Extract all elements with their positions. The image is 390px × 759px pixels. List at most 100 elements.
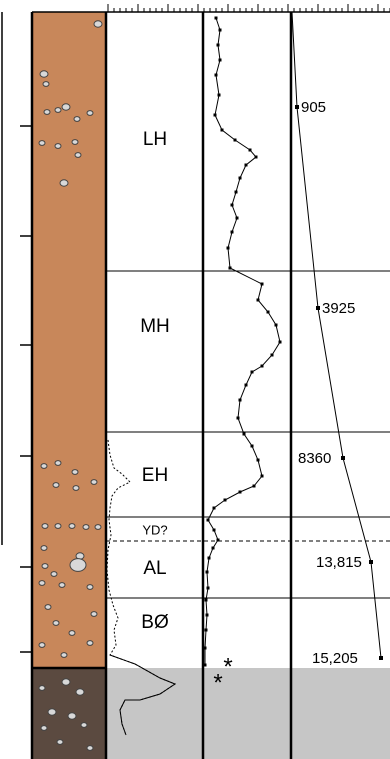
clast	[70, 559, 86, 572]
proxy-point	[239, 177, 242, 180]
clast	[39, 581, 45, 586]
proxy-point	[227, 247, 230, 250]
zone-label: MH	[140, 316, 170, 337]
clast	[62, 104, 70, 110]
proxy-point	[212, 547, 215, 550]
proxy-point	[219, 59, 222, 62]
proxy-point	[245, 164, 248, 167]
clast	[39, 141, 45, 146]
clast	[43, 82, 49, 87]
proxy-point	[208, 557, 211, 560]
proxy-point	[255, 156, 258, 159]
clast	[87, 111, 93, 116]
proxy-point	[261, 283, 264, 286]
zone-label: BØ	[141, 612, 169, 633]
proxy-point	[217, 539, 220, 542]
clast	[42, 564, 48, 569]
zone-label: AL	[143, 558, 166, 579]
proxy-point	[224, 499, 227, 502]
clast	[55, 144, 61, 149]
clast	[95, 525, 101, 530]
proxy-point	[204, 664, 207, 667]
clast	[60, 180, 68, 186]
clast	[68, 713, 76, 719]
clast	[69, 631, 75, 636]
proxy-point	[231, 231, 234, 234]
depth-axis	[2, 12, 32, 652]
proxy-point	[235, 191, 238, 194]
clast	[83, 525, 89, 530]
stratigraphic-log: LH MH EH YD? AL BØ 905 3925 8360 13,815 …	[0, 0, 390, 759]
clast	[42, 524, 48, 529]
age-label: 13,815	[316, 554, 362, 571]
proxy-point	[221, 129, 224, 132]
clast	[48, 709, 56, 715]
proxy-point	[261, 475, 264, 478]
proxy-point	[271, 354, 274, 357]
clast	[87, 746, 93, 751]
proxy-point	[234, 139, 237, 142]
clast	[41, 464, 47, 469]
proxy-point	[231, 204, 234, 207]
proxy-point	[257, 299, 260, 302]
proxy-point	[206, 571, 209, 574]
clast	[59, 583, 65, 588]
clast	[87, 585, 93, 590]
proxy-point	[207, 587, 210, 590]
zone-label: LH	[143, 129, 167, 150]
clast	[72, 140, 78, 145]
clast	[40, 71, 48, 77]
clast	[51, 572, 57, 577]
proxy-point	[218, 94, 221, 97]
zone-label: YD?	[142, 522, 167, 537]
proxy-point	[267, 311, 270, 314]
age-label: 15,205	[312, 650, 358, 667]
age-points	[295, 105, 383, 660]
age-label: 905	[301, 99, 326, 116]
top-ruler	[108, 4, 390, 12]
clast	[91, 612, 97, 617]
proxy-point	[237, 417, 240, 420]
proxy-point	[251, 371, 254, 374]
proxy-point	[245, 384, 248, 387]
clast	[44, 110, 50, 115]
age-point	[316, 306, 320, 310]
proxy-point	[251, 445, 254, 448]
proxy-point	[243, 433, 246, 436]
clast	[61, 653, 67, 658]
clast	[39, 686, 45, 691]
marker: *	[213, 669, 222, 696]
clast	[69, 524, 75, 529]
proxy-point	[253, 485, 256, 488]
age-point	[369, 560, 373, 564]
clast	[87, 641, 93, 646]
zone-label: EH	[142, 465, 168, 486]
age-point	[295, 105, 299, 109]
proxy-point	[215, 74, 218, 77]
age-point	[379, 656, 383, 660]
proxy-point	[217, 44, 220, 47]
clast	[81, 723, 87, 728]
proxy-point	[213, 529, 216, 532]
proxy-point	[261, 365, 264, 368]
clast	[41, 726, 47, 731]
clast	[94, 21, 102, 27]
clast	[74, 117, 80, 122]
age-label: 8360	[298, 450, 331, 467]
proxy-point	[239, 491, 242, 494]
proxy-point	[257, 459, 260, 462]
clast	[53, 621, 59, 626]
proxy-point	[205, 599, 208, 602]
proxy-point	[219, 29, 222, 32]
clast	[41, 546, 47, 551]
proxy-point	[239, 399, 242, 402]
clast	[76, 689, 84, 695]
proxy-point	[215, 17, 218, 20]
proxy-point	[213, 507, 216, 510]
clast	[73, 486, 79, 491]
clast	[53, 483, 59, 488]
proxy-point	[204, 647, 207, 650]
marker: *	[223, 653, 232, 680]
clast	[62, 679, 70, 685]
proxy-point	[249, 149, 252, 152]
